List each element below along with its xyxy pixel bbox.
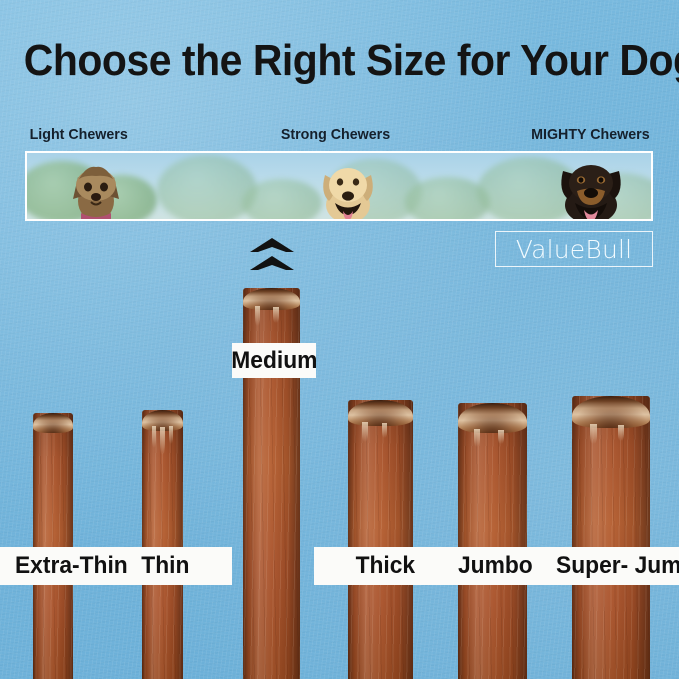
dog-photo-strip xyxy=(25,151,653,221)
size-label-thick-text: Thick xyxy=(355,552,416,579)
size-label-medium: Medium xyxy=(230,343,318,378)
size-label-thin-text: Thin xyxy=(141,552,190,579)
size-label-jumbo-text: Jumbo xyxy=(457,552,533,579)
chewer-label-mighty: MIGHTY Chewers xyxy=(531,126,650,143)
dog-photo-rottweiler xyxy=(561,165,621,219)
bully-stick-extra-thin xyxy=(33,413,73,679)
page-title: Choose the Right Size for Your Dog xyxy=(23,36,679,85)
size-label-medium-text: Medium xyxy=(230,346,318,374)
valuebull-logo-text: ValueBull xyxy=(515,234,633,264)
valuebull-logo: ValueBull xyxy=(495,231,653,267)
size-label-group-left: Extra-Thin Thin xyxy=(0,547,232,585)
dog-photo-labrador-retriever xyxy=(323,168,373,219)
size-label-extra-thin-text: Extra-Thin xyxy=(14,552,128,579)
chewer-label-strong: Strong Chewers xyxy=(280,126,391,143)
dog-photo-yorkshire-terrier xyxy=(73,166,119,219)
bully-stick-jumbo xyxy=(458,403,527,679)
bully-stick-thick xyxy=(348,400,413,679)
bully-stick-super-jumbo xyxy=(572,396,650,679)
double-chevron-up-icon xyxy=(250,238,294,270)
bully-stick-thin xyxy=(142,410,183,679)
size-label-super-jumbo-text: Super- Jumbo xyxy=(556,552,679,579)
chewer-label-light: Light Chewers xyxy=(29,126,128,143)
size-label-group-right: Thick Jumbo Super- Jumbo xyxy=(314,547,679,585)
